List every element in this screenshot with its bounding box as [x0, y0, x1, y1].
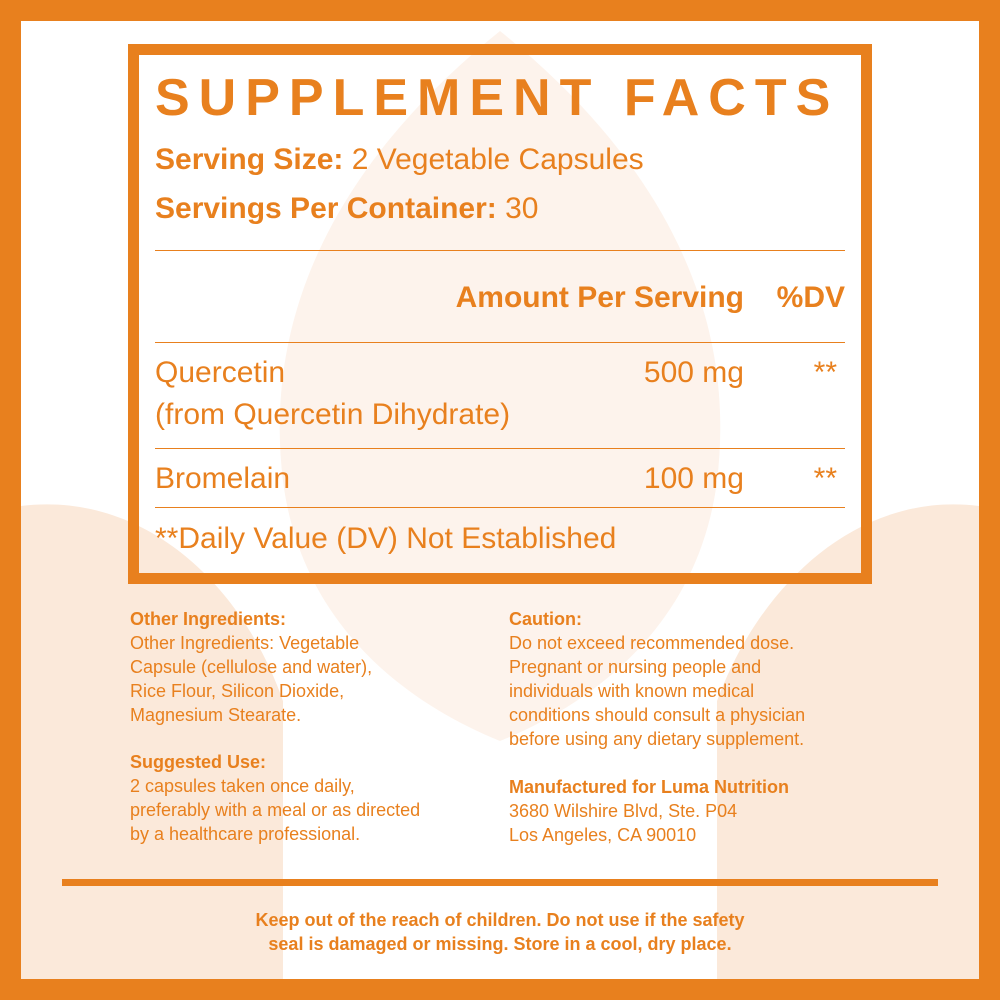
ingredient-source: (from Quercetin Dihydrate) — [155, 398, 511, 431]
other-ingredients-heading: Other Ingredients: — [130, 609, 287, 629]
text-line: Los Angeles, CA 90010 — [509, 825, 697, 845]
text-line: seal is damaged or missing. Store in a c… — [268, 934, 732, 954]
ingredient-amount: 100 mg — [643, 462, 744, 495]
text-line: conditions should consult a physician — [509, 705, 806, 725]
text-line: preferably with a meal or as directed — [130, 800, 421, 820]
ingredient-amount: 500 mg — [643, 356, 744, 389]
dv-header: %DV — [776, 281, 845, 314]
servings-per-container-label: Servings Per Container: — [155, 192, 497, 225]
text-line: before using any dietary supplement. — [509, 729, 805, 749]
amount-header: Amount Per Serving — [455, 281, 744, 314]
caution-heading: Caution: — [509, 609, 582, 629]
text-line: Do not exceed recommended dose. — [509, 633, 795, 653]
text-line: 3680 Wilshire Blvd, Ste. P04 — [509, 801, 738, 821]
dv-footnote: **Daily Value (DV) Not Established — [155, 522, 617, 555]
suggested-use-section: Suggested Use: 2 capsules taken once dai… — [130, 750, 420, 846]
divider — [155, 342, 845, 343]
manufacturer-section: Manufactured for Luma Nutrition 3680 Wil… — [509, 775, 789, 847]
panel-title: SUPPLEMENT FACTS — [155, 69, 840, 127]
footer-rule — [62, 879, 938, 886]
safety-warning: Keep out of the reach of children. Do no… — [0, 908, 1000, 956]
text-line: Magnesium Stearate. — [130, 705, 302, 725]
other-ingredients-section: Other Ingredients: Other Ingredients: Ve… — [130, 607, 372, 727]
caution-section: Caution: Do not exceed recommended dose.… — [509, 607, 805, 751]
divider — [155, 250, 845, 251]
suggested-use-heading: Suggested Use: — [130, 752, 267, 772]
ingredient-dv: ** — [813, 356, 837, 389]
text-line: by a healthcare professional. — [130, 824, 361, 844]
servings-per-container: Servings Per Container: 30 — [155, 191, 538, 227]
ingredient-name: Quercetin — [155, 356, 286, 389]
supplement-facts-panel — [128, 44, 872, 584]
text-line: Keep out of the reach of children. Do no… — [255, 910, 745, 930]
manufacturer-heading: Manufactured for Luma Nutrition — [509, 777, 789, 797]
text-line: Other Ingredients: Vegetable — [130, 633, 360, 653]
divider — [155, 448, 845, 449]
text-line: Capsule (cellulose and water), — [130, 657, 373, 677]
serving-size-label: Serving Size: — [155, 143, 344, 176]
servings-per-container-value: 30 — [496, 192, 539, 225]
text-line: 2 capsules taken once daily, — [130, 776, 355, 796]
text-line: Pregnant or nursing people and — [509, 657, 762, 677]
divider — [155, 507, 845, 508]
text-line: individuals with known medical — [509, 681, 755, 701]
ingredient-name: Bromelain — [155, 462, 291, 495]
ingredient-dv: ** — [813, 462, 837, 495]
serving-size: Serving Size: 2 Vegetable Capsules — [155, 142, 644, 178]
text-line: Rice Flour, Silicon Dioxide, — [130, 681, 345, 701]
serving-size-value: 2 Vegetable Capsules — [343, 143, 644, 176]
